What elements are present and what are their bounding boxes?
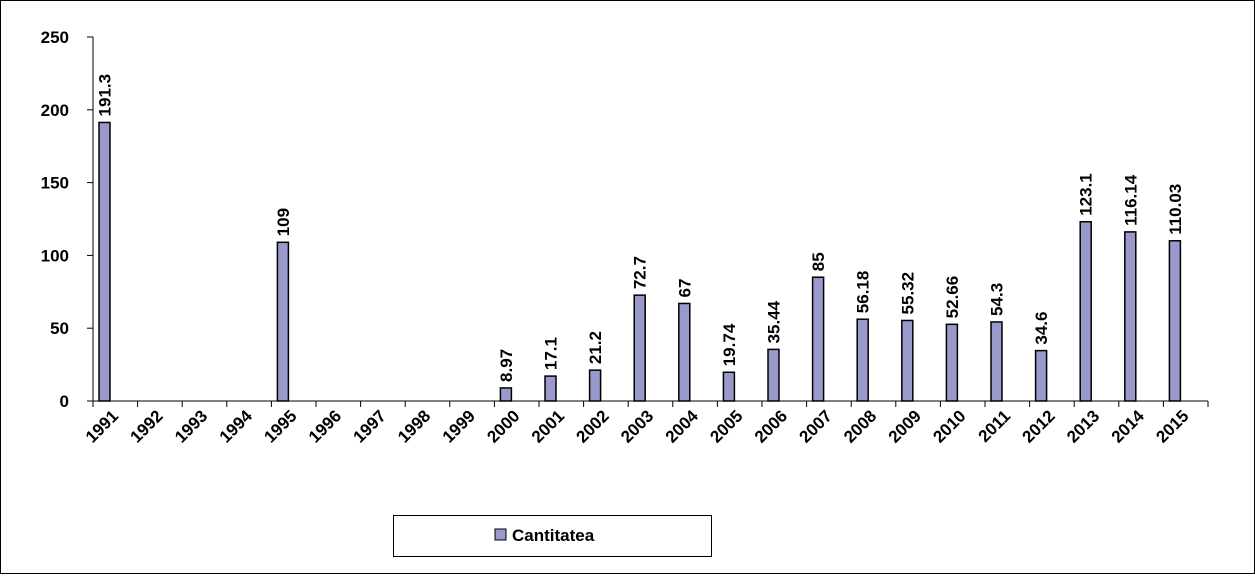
bar xyxy=(98,121,111,402)
data-label: 116.14 xyxy=(1121,174,1140,226)
y-tick-label: 150 xyxy=(41,174,69,193)
legend-swatch xyxy=(494,528,507,541)
bar xyxy=(678,302,691,402)
data-label: 85 xyxy=(809,252,828,271)
data-label: 109 xyxy=(274,208,293,236)
y-tick-label: 200 xyxy=(41,101,69,120)
data-label: 35.44 xyxy=(765,300,784,343)
bar xyxy=(544,375,557,402)
data-label: 8.97 xyxy=(497,349,516,382)
y-tick-label: 100 xyxy=(41,246,69,265)
y-tick-label: 250 xyxy=(41,28,69,47)
data-label: 54.3 xyxy=(988,283,1007,316)
y-tick-label: 0 xyxy=(60,392,69,411)
bar xyxy=(990,321,1003,402)
bar xyxy=(1168,240,1182,402)
bar xyxy=(588,369,602,402)
data-label: 191.3 xyxy=(96,74,115,117)
data-label: 72.7 xyxy=(631,256,650,289)
bar xyxy=(1124,231,1137,402)
bar xyxy=(856,318,869,402)
data-label: 17.1 xyxy=(542,337,561,370)
bar xyxy=(276,241,290,402)
data-label: 110.03 xyxy=(1166,184,1185,235)
bar xyxy=(633,294,646,402)
bar xyxy=(767,348,780,402)
bar xyxy=(499,387,513,402)
bar xyxy=(1034,349,1048,402)
bar xyxy=(1079,221,1092,402)
bar xyxy=(722,371,736,402)
data-label: 55.32 xyxy=(898,272,917,315)
legend-box xyxy=(393,515,712,557)
bar xyxy=(901,319,914,402)
bar xyxy=(811,276,825,402)
legend: Cantitatea xyxy=(393,515,712,557)
data-label: 56.18 xyxy=(854,271,873,314)
legend-label: Cantitatea xyxy=(512,526,595,545)
data-label: 67 xyxy=(675,279,694,298)
data-label: 19.74 xyxy=(720,323,739,366)
bar xyxy=(945,323,959,402)
data-label: 21.2 xyxy=(586,331,605,364)
data-label: 123.1 xyxy=(1077,173,1096,216)
data-label: 34.6 xyxy=(1032,312,1051,345)
y-tick-label: 50 xyxy=(50,319,69,338)
data-label: 52.66 xyxy=(943,276,962,319)
